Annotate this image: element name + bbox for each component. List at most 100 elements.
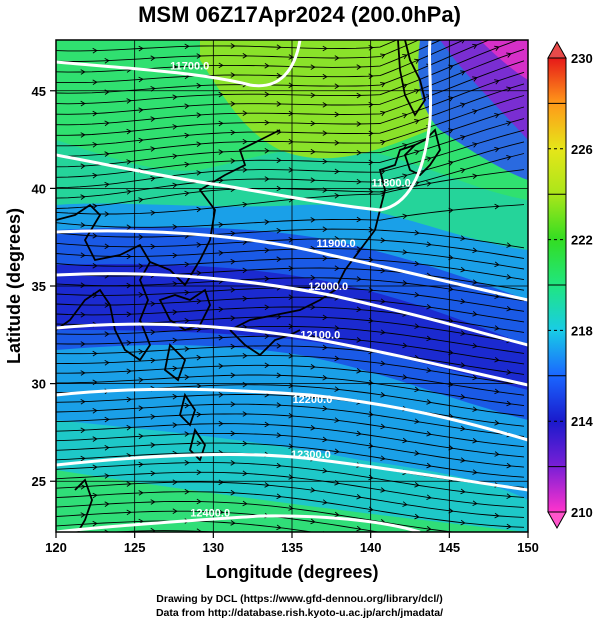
flow-arrow xyxy=(310,64,316,70)
flow-arrow xyxy=(380,360,386,367)
flow-arrow xyxy=(242,381,248,388)
flow-arrow xyxy=(150,527,156,532)
flow-arrow xyxy=(507,554,511,559)
flow-arrow xyxy=(80,222,86,228)
flow-arrow xyxy=(104,58,110,64)
flow-arrow xyxy=(415,546,419,551)
x-axis: 120 125 130 135 140 145 150 xyxy=(45,532,539,555)
flow-arrow xyxy=(92,350,98,357)
flow-arrow xyxy=(368,159,374,166)
flow-arrow xyxy=(230,129,236,136)
flow-arrow xyxy=(414,119,420,125)
y-tick-label: 25 xyxy=(32,474,46,489)
flow-arrow xyxy=(184,346,190,352)
flow-arrow xyxy=(506,120,512,127)
flow-arrow xyxy=(448,160,454,166)
flow-arrow xyxy=(426,156,432,162)
flow-arrow xyxy=(276,462,282,469)
flow-arrow xyxy=(288,167,294,173)
flow-arrow xyxy=(218,420,224,427)
flow-arrow xyxy=(218,177,224,184)
flow-arrow xyxy=(184,103,190,109)
flow-arrow xyxy=(196,326,202,333)
colorbar-top-arrow xyxy=(547,40,567,59)
contour-label: 12100.0 xyxy=(300,330,340,342)
flow-arrow xyxy=(172,479,178,485)
flow-arrow xyxy=(150,55,156,61)
streamline xyxy=(56,248,525,270)
flow-arrow xyxy=(218,392,224,398)
flow-arrow xyxy=(414,450,420,456)
flow-arrow xyxy=(242,440,248,447)
flow-arrow xyxy=(334,236,340,242)
flow-arrow xyxy=(92,203,98,209)
flow-arrow xyxy=(184,374,190,380)
flow-arrow xyxy=(150,243,156,250)
flow-arrow xyxy=(172,309,178,315)
contour-label: 12000.0 xyxy=(308,281,348,293)
streamline xyxy=(56,40,520,105)
page-title: MSM 06Z17Apr2024 (200.0hPa) xyxy=(138,2,461,27)
flow-arrow xyxy=(126,481,132,487)
flow-arrow xyxy=(230,230,236,237)
streamline xyxy=(56,491,525,528)
flow-arrow xyxy=(172,124,178,130)
x-tick-label: 140 xyxy=(360,540,382,555)
flow-arrow xyxy=(150,499,156,505)
flow-arrow xyxy=(402,83,408,89)
flow-arrow xyxy=(356,92,362,99)
flow-arrow xyxy=(196,383,202,389)
flow-arrow xyxy=(288,54,294,60)
flow-arrow xyxy=(402,249,408,255)
flow-arrow xyxy=(80,455,86,462)
flow-arrow xyxy=(460,425,466,432)
streamline xyxy=(56,374,525,407)
streamline xyxy=(56,106,525,168)
flow-arrow xyxy=(334,140,340,146)
flow-arrow xyxy=(92,47,98,54)
streamline xyxy=(56,413,525,448)
flow-arrow xyxy=(184,132,190,139)
flow-arrow xyxy=(310,518,316,525)
flow-arrow xyxy=(494,325,500,331)
flow-arrow xyxy=(448,317,454,324)
colorbar-bottom-arrow xyxy=(547,511,567,530)
flow-arrow xyxy=(414,30,419,34)
flow-arrow xyxy=(426,241,432,248)
flow-arrow xyxy=(426,181,432,187)
streamline xyxy=(56,520,315,532)
flow-arrow xyxy=(334,55,340,61)
flow-arrow xyxy=(322,467,328,474)
flow-arrow xyxy=(414,260,420,267)
flow-arrow xyxy=(288,413,294,419)
flow-arrow xyxy=(288,82,294,89)
flow-arrow xyxy=(184,43,190,50)
flow-arrow xyxy=(448,207,454,214)
flow-arrow xyxy=(126,396,132,403)
flow-arrow xyxy=(322,226,328,232)
flow-arrow xyxy=(230,489,236,496)
colorbar-label: 214 xyxy=(571,414,593,429)
flow-arrow xyxy=(80,163,86,169)
flow-arrow xyxy=(230,72,236,78)
flow-arrow xyxy=(230,158,236,164)
flow-arrow xyxy=(218,509,224,515)
flow-arrow xyxy=(461,40,465,44)
flow-arrow xyxy=(264,333,270,339)
flow-arrow xyxy=(196,206,202,213)
flow-arrow xyxy=(126,368,132,374)
flow-arrow xyxy=(472,374,478,381)
flow-arrow xyxy=(368,188,374,195)
flow-arrow xyxy=(460,235,466,241)
flow-arrow xyxy=(172,337,178,344)
flow-arrow xyxy=(92,436,98,442)
flow-arrow xyxy=(473,562,477,567)
flow-arrow xyxy=(126,159,132,165)
flow-arrow xyxy=(472,43,478,49)
flow-arrow xyxy=(426,431,432,437)
flow-arrow xyxy=(310,217,316,223)
flow-arrow xyxy=(494,45,500,51)
flow-arrow xyxy=(506,274,512,280)
flow-arrow xyxy=(322,344,328,351)
